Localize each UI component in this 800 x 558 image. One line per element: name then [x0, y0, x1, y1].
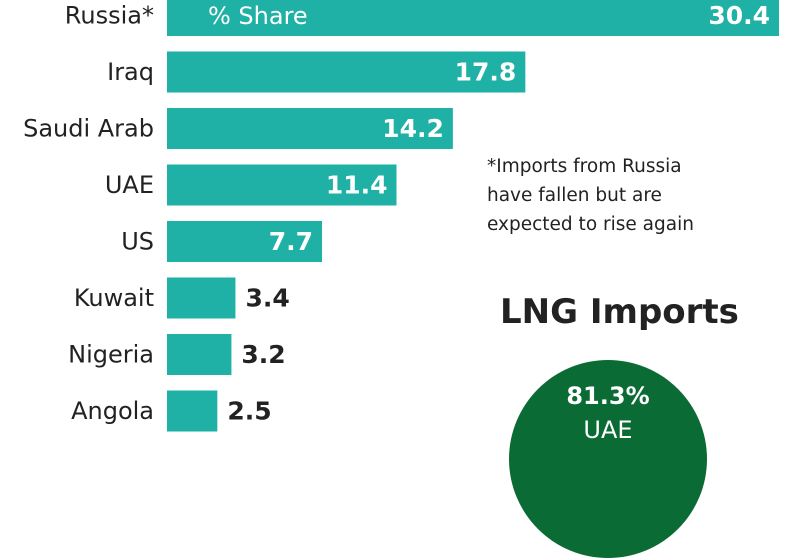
category-label: Nigeria [68, 341, 154, 369]
value-label: 14.2 [382, 114, 444, 143]
lng-share-circle: 81.3% UAE [509, 360, 707, 558]
lng-imports-title: LNG Imports [500, 292, 739, 332]
series-label: % Share [208, 2, 308, 30]
bar [167, 51, 526, 93]
value-label: 17.8 [455, 58, 517, 87]
bar [167, 164, 397, 206]
category-label: US [121, 228, 154, 256]
category-label: UAE [105, 171, 154, 199]
value-label: 11.4 [326, 171, 388, 200]
footnote: *Imports from Russia have fallen but are… [487, 152, 694, 239]
bar [167, 277, 236, 319]
category-label: Saudi Arab [23, 115, 154, 143]
category-label: Iraq [107, 58, 154, 86]
value-label: 3.4 [245, 284, 289, 313]
bar [167, 0, 779, 36]
lng-share-value: 81.3% [566, 382, 650, 410]
category-label: Russia* [65, 2, 154, 30]
bar [167, 221, 323, 262]
value-label: 30.4 [708, 1, 770, 30]
bar [167, 390, 218, 432]
category-label: Angola [71, 397, 154, 425]
bar [167, 108, 453, 149]
category-label: Kuwait [74, 284, 154, 312]
footnote-line: *Imports from Russia [487, 156, 682, 177]
bar [167, 334, 232, 375]
footnote-line: expected to rise again [487, 214, 694, 235]
value-label: 2.5 [227, 397, 271, 426]
bar-chart: Russia* 30.4 Iraq 17.8 Saudi Arab 14.2 UAE 11.4… [23, 0, 779, 432]
footnote-line: have fallen but are [487, 185, 662, 206]
lng-share-country: UAE [583, 416, 633, 444]
value-label: 7.7 [269, 227, 313, 256]
value-label: 3.2 [241, 340, 285, 369]
bar-group: Russia* 30.4 Iraq 17.8 Saudi Arab 14.2 UAE 11.4… [23, 0, 779, 432]
